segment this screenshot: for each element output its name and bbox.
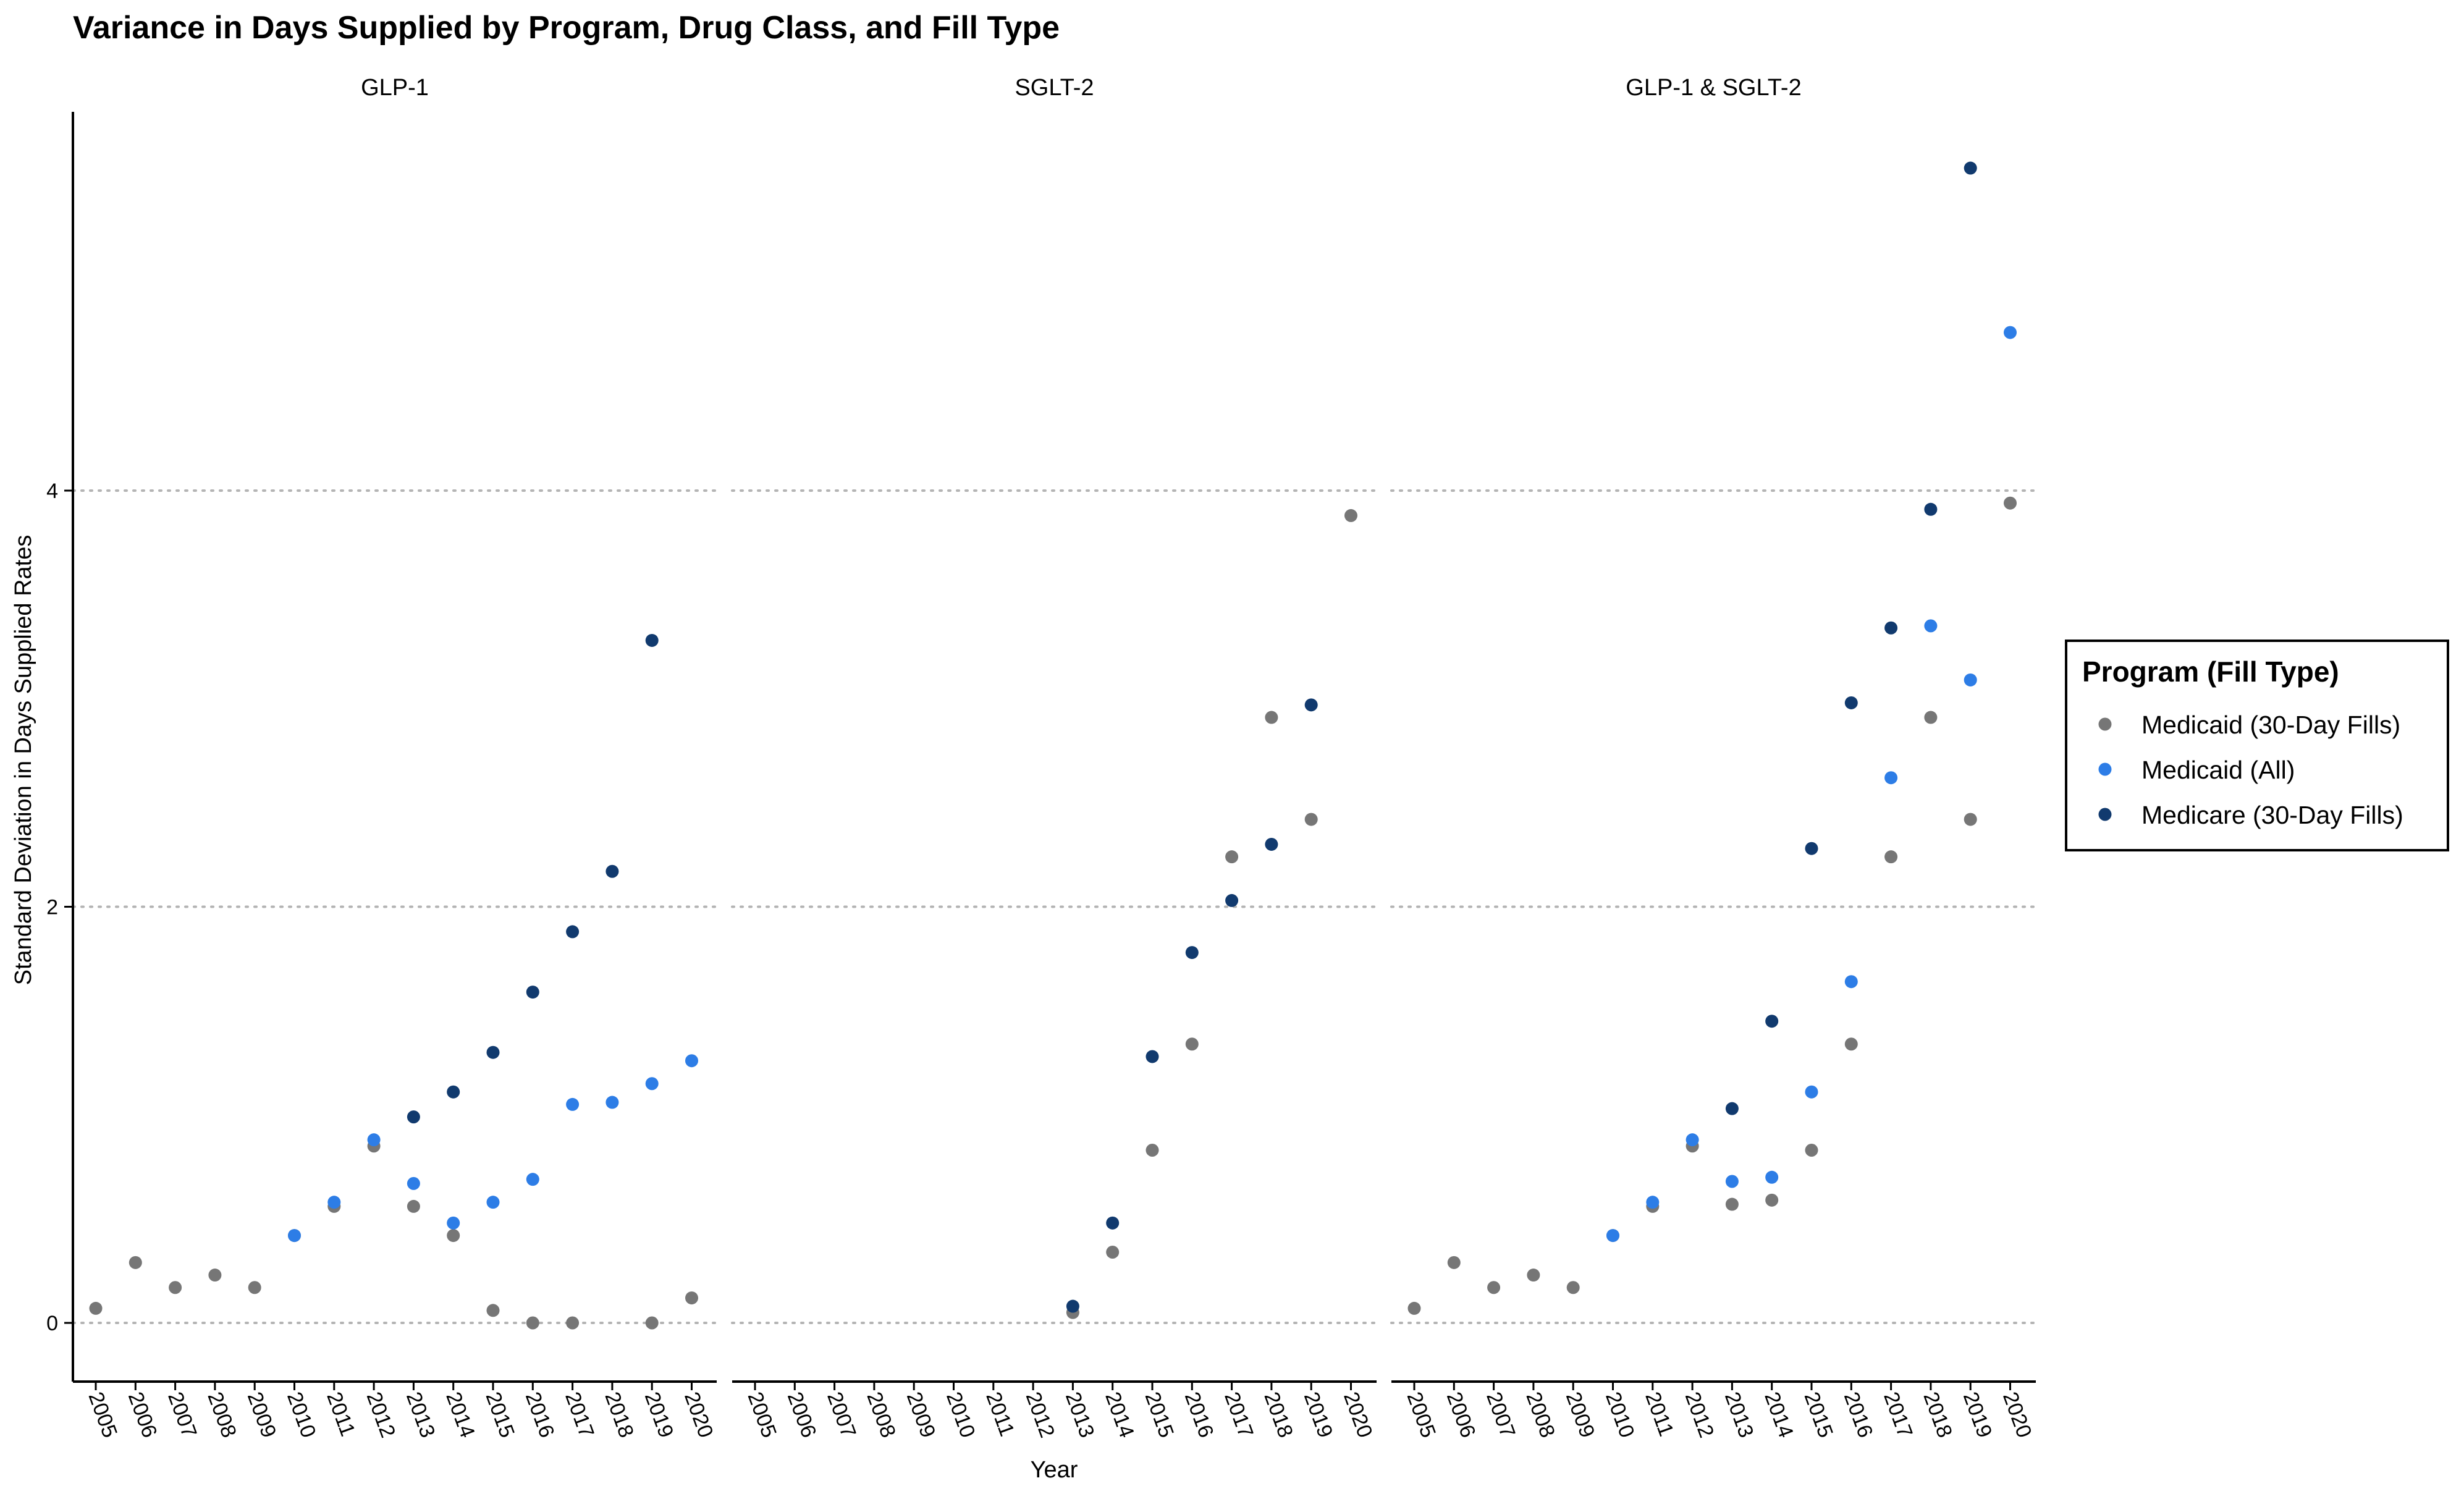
data-point <box>1344 509 1357 522</box>
facet-label: GLP-1 <box>361 75 429 101</box>
y-tick-label: 4 <box>46 479 58 503</box>
legend-items: Medicaid (30-Day Fills) Medicaid (All) Med… <box>2098 711 2403 829</box>
legend-item-label: Medicaid (All) <box>2141 756 2295 784</box>
data-point <box>407 1199 420 1213</box>
legend-box <box>2065 640 2449 851</box>
legend: Program (Fill Type) Medicaid (30-Day Fil… <box>2065 640 2449 851</box>
data-point <box>248 1281 261 1294</box>
data-point <box>1566 1281 1580 1294</box>
data-point <box>1765 1193 1779 1207</box>
legend-item-label: Medicaid (30-Day Fills) <box>2141 711 2400 739</box>
data-point <box>486 1045 500 1059</box>
data-point <box>1265 711 1278 724</box>
data-point <box>407 1176 420 1190</box>
data-point <box>1964 813 1977 826</box>
chart-title: Variance in Days Supplied by Program, Dr… <box>73 10 1060 46</box>
data-point <box>1884 621 1898 635</box>
data-point <box>1924 619 1938 633</box>
data-point <box>327 1196 341 1209</box>
legend-item-label: Medicare (30-Day Fills) <box>2141 801 2403 829</box>
data-point <box>1765 1170 1779 1184</box>
legend-swatch <box>2098 808 2112 821</box>
x-axis-title: Year <box>1031 1457 1078 1483</box>
data-point <box>1304 698 1318 712</box>
data-point <box>1964 161 1977 175</box>
data-point <box>129 1256 142 1269</box>
data-point <box>486 1304 500 1317</box>
data-point <box>1487 1281 1501 1294</box>
facet-label: SGLT-2 <box>1015 75 1094 101</box>
data-point <box>1844 1037 1858 1051</box>
data-point <box>208 1269 222 1282</box>
data-point <box>1725 1102 1739 1115</box>
data-point <box>1447 1256 1461 1269</box>
data-point <box>2004 326 2017 339</box>
data-point <box>526 986 539 999</box>
data-point <box>1407 1301 1421 1315</box>
data-point <box>2004 496 2017 510</box>
data-point <box>685 1291 698 1305</box>
data-point <box>1185 946 1199 960</box>
data-point <box>1924 711 1938 724</box>
legend-swatch <box>2098 717 2112 731</box>
data-point <box>566 1097 580 1111</box>
legend-swatch <box>2098 762 2112 776</box>
data-point <box>447 1085 460 1099</box>
data-point <box>566 925 580 939</box>
data-point <box>447 1216 460 1230</box>
data-point <box>526 1173 539 1186</box>
data-point <box>1527 1269 1540 1282</box>
data-point <box>685 1054 698 1068</box>
data-point <box>605 864 619 878</box>
data-point <box>1106 1246 1120 1259</box>
data-point <box>1844 975 1858 989</box>
data-point <box>1964 673 1977 686</box>
data-point <box>447 1229 460 1243</box>
data-point <box>1884 771 1898 785</box>
data-point <box>1304 813 1318 826</box>
facet-label: GLP-1 & SGLT-2 <box>1626 75 1801 101</box>
data-point <box>1646 1196 1660 1209</box>
y-tick-label: 0 <box>46 1312 58 1335</box>
data-point <box>1725 1175 1739 1188</box>
data-point <box>1686 1133 1699 1147</box>
data-point <box>566 1316 580 1330</box>
data-point <box>645 633 659 647</box>
data-point <box>1146 1050 1159 1063</box>
data-point <box>1106 1216 1120 1230</box>
data-point <box>1924 502 1938 516</box>
legend-title: Program (Fill Type) <box>2082 656 2339 688</box>
data-point <box>526 1316 539 1330</box>
data-point <box>407 1110 420 1124</box>
data-point <box>1805 1143 1818 1157</box>
data-point <box>645 1077 659 1091</box>
y-tick-label: 2 <box>46 896 58 919</box>
data-point <box>605 1096 619 1109</box>
data-point <box>1265 837 1278 851</box>
data-point <box>486 1196 500 1209</box>
data-point <box>288 1229 301 1243</box>
data-point <box>645 1316 659 1330</box>
data-point <box>1606 1229 1619 1243</box>
data-point <box>1225 893 1239 907</box>
data-point <box>1225 850 1239 864</box>
data-point <box>1884 850 1898 864</box>
data-point <box>1185 1037 1199 1051</box>
data-point <box>1725 1197 1739 1211</box>
data-point <box>1066 1299 1079 1313</box>
data-point <box>367 1133 381 1147</box>
y-axis-title: Standard Deviation in Days Supplied Rate… <box>11 535 36 986</box>
data-point <box>1146 1143 1159 1157</box>
data-point <box>1805 1085 1818 1099</box>
data-point <box>169 1281 182 1294</box>
data-point <box>89 1301 103 1315</box>
data-point <box>1765 1015 1779 1028</box>
data-point <box>1805 842 1818 855</box>
y-axis: 0 2 4 <box>46 112 74 1382</box>
data-point <box>1844 696 1858 709</box>
